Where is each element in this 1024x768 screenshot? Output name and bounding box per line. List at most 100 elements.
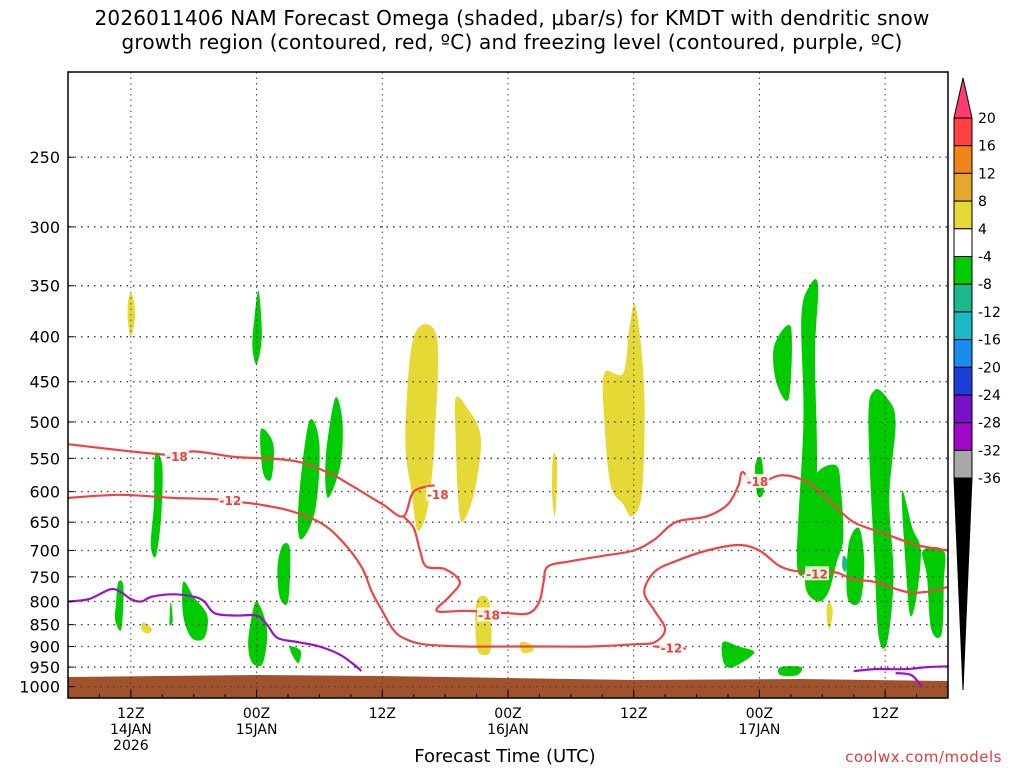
dgz-contour-label: -12	[661, 642, 683, 656]
y-tick-label: 350	[29, 277, 60, 296]
omega-region	[182, 581, 208, 641]
omega-region	[260, 428, 274, 481]
omega-region	[248, 601, 268, 667]
dgz-contour-label: -18	[166, 450, 188, 464]
dgz-contour-line	[402, 470, 948, 616]
omega-region	[150, 452, 163, 558]
colorbar-label: -4	[978, 250, 992, 266]
y-tick-label: 400	[29, 328, 60, 347]
omega-region	[405, 324, 439, 532]
x-tick-label: 00Z	[746, 706, 773, 722]
x-tick-label: 14JAN	[110, 722, 152, 738]
x-tick-label: 15JAN	[236, 722, 278, 738]
colorbar: 20 16 12 8 4 -4 -8 -12 -16 -20 -24 -28 -32 -36	[953, 77, 1001, 691]
chart-title-line2: growth region (contoured, red, ºC) and f…	[121, 30, 903, 54]
freezing-level-line	[895, 672, 923, 688]
y-axis: 250 300 350 400 450 500 550 600 650 700 750 800 850 9…	[19, 148, 74, 697]
x-tick-label: 00Z	[243, 706, 270, 722]
colorbar-label: -8	[978, 277, 992, 293]
colorbar-label: -20	[978, 360, 1001, 376]
dgz-contour-label: -18	[427, 488, 449, 502]
y-tick-label: 450	[29, 373, 60, 392]
omega-region	[169, 601, 173, 626]
omega-region	[454, 396, 482, 523]
colorbar-max-arrow	[953, 77, 973, 119]
y-tick-label: 750	[29, 568, 60, 587]
colorbar-label: 20	[978, 111, 996, 127]
colorbar-band	[953, 117, 973, 147]
x-tick-label: 00Z	[494, 706, 521, 722]
colorbar-band	[953, 366, 973, 396]
y-tick-label: 950	[29, 658, 60, 677]
colorbar-label: -32	[978, 443, 1001, 459]
dgz-contour-label: -18	[478, 609, 500, 623]
dgz-contour-label-bg	[477, 607, 502, 622]
y-tick-label: 500	[29, 413, 60, 432]
dgz-contour-label: -12	[806, 567, 828, 581]
colorbar-band	[953, 449, 973, 479]
dgz-contour-line	[68, 443, 436, 518]
omega-region	[114, 580, 124, 631]
dgz-contour-label-bg	[805, 566, 830, 581]
y-tick-label: 900	[29, 637, 60, 656]
dgz-contour-label: -12	[220, 494, 242, 508]
y-tick-label: 850	[29, 616, 60, 635]
omega-region	[721, 641, 755, 668]
y-tick-label: 700	[29, 541, 60, 560]
chart-title: 2026011406 NAM Forecast Omega (shaded, μ…	[0, 6, 1024, 54]
colorbar-band	[953, 256, 973, 285]
dgz-contour-label-bg	[218, 493, 243, 508]
colorbar-band	[953, 311, 973, 341]
dgz-contour-label-bg	[425, 486, 450, 501]
colorbar-label: -16	[978, 333, 1001, 349]
x-tick-label: 17JAN	[739, 722, 781, 738]
omega-region	[901, 490, 921, 617]
x-tick-label: 2026	[113, 738, 149, 754]
credit-link[interactable]: coolwx.com/models	[845, 748, 1002, 766]
omega-region	[289, 646, 302, 664]
freezing-level-line	[853, 665, 948, 673]
omega-region	[922, 546, 946, 639]
colorbar-label: 12	[978, 166, 996, 182]
dgz-contour-label-bg	[659, 640, 684, 655]
contours: -18 -12 -18 -18 -12 -12 -18	[68, 443, 948, 688]
ground-surface	[68, 675, 948, 698]
x-tick-label: 16JAN	[487, 722, 529, 738]
omega-region	[778, 666, 803, 677]
colorbar-band	[953, 145, 973, 174]
colorbar-band	[953, 228, 973, 258]
omega-region	[252, 290, 262, 365]
chart-title-line1: 2026011406 NAM Forecast Omega (shaded, μ…	[94, 6, 930, 30]
colorbar-min-arrow	[953, 477, 973, 691]
y-tick-label: 650	[29, 513, 60, 532]
omega-region	[602, 303, 645, 517]
x-tick-label: 12Z	[369, 706, 396, 722]
omega-region	[846, 527, 865, 606]
colorbar-label: -12	[978, 305, 1001, 321]
x-tick-label: 12Z	[117, 706, 144, 722]
dgz-contour-line	[68, 493, 948, 648]
omega-region	[297, 419, 320, 540]
omega-region	[551, 453, 558, 517]
y-tick-label: 300	[29, 218, 60, 237]
x-tick-label: 12Z	[871, 706, 898, 722]
ground-band	[68, 675, 948, 698]
y-tick-label: 250	[29, 148, 60, 167]
x-axis-label: Forecast Time (UTC)	[414, 746, 596, 767]
dgz-contour-label-bg	[164, 448, 189, 463]
colorbar-label: -28	[978, 416, 1001, 432]
x-tick-label: 12Z	[620, 706, 647, 722]
colorbar-band	[953, 394, 973, 424]
omega-region	[277, 543, 291, 605]
colorbar-label: -24	[978, 388, 1001, 404]
dgz-contour-label-bg	[745, 473, 770, 488]
y-tick-label: 1000	[19, 678, 60, 697]
y-tick-label: 550	[29, 449, 60, 468]
colorbar-band	[953, 200, 973, 230]
colorbar-band	[953, 422, 973, 451]
colorbar-label: 16	[978, 139, 996, 155]
y-tick-label: 800	[29, 592, 60, 611]
omega-region	[868, 388, 896, 649]
